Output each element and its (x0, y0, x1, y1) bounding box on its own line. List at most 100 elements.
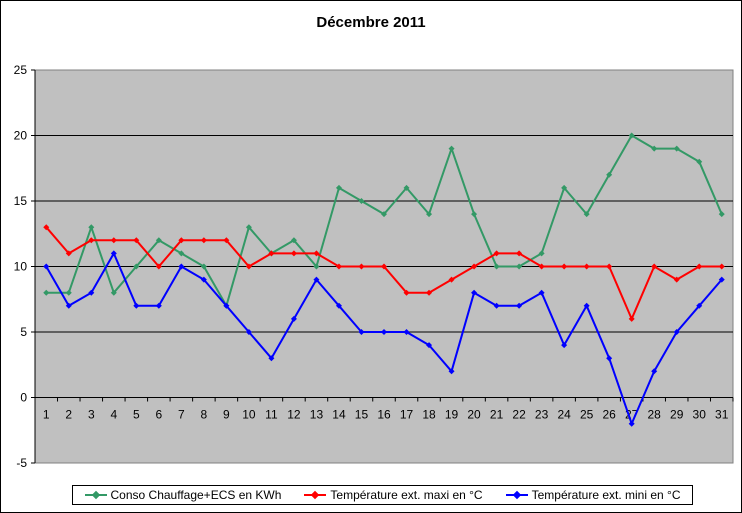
legend-label-temp-max: Température ext. maxi en °C (330, 488, 483, 502)
data-point-2 (245, 329, 252, 335)
data-point-1 (88, 237, 95, 244)
x-tick-label: 13 (310, 408, 324, 422)
legend-swatch-conso (84, 490, 107, 500)
x-tick-label: 15 (355, 408, 369, 422)
data-point-1 (538, 263, 545, 270)
legend: Conso Chauffage+ECS en KWh Température e… (72, 485, 693, 505)
data-point-0 (471, 211, 478, 218)
data-point-0 (358, 198, 365, 204)
x-tick-label: 10 (242, 408, 256, 422)
data-point-2 (43, 263, 50, 270)
data-point-1 (110, 237, 117, 244)
data-point-2 (268, 355, 275, 362)
data-point-0 (245, 224, 252, 231)
x-tick-label: 2 (65, 408, 72, 422)
data-point-0 (200, 263, 207, 270)
data-point-1 (403, 289, 410, 296)
data-point-2 (88, 289, 95, 296)
data-point-2 (155, 302, 162, 309)
data-point-1 (43, 224, 50, 231)
x-tick-label: 30 (693, 408, 707, 422)
data-point-0 (516, 263, 523, 270)
data-point-2 (628, 420, 635, 427)
data-point-2 (448, 368, 455, 375)
data-point-2 (516, 302, 523, 309)
data-point-1 (155, 263, 162, 270)
data-point-0 (628, 132, 635, 139)
x-tick-label: 17 (400, 408, 414, 422)
x-tick-label: 21 (490, 408, 504, 422)
data-point-0 (43, 289, 50, 296)
data-point-0 (65, 289, 72, 296)
data-point-0 (561, 184, 568, 191)
data-point-1 (381, 263, 387, 270)
data-point-2 (313, 276, 320, 283)
data-point-1 (268, 250, 275, 257)
data-point-1 (65, 250, 72, 257)
data-point-1 (200, 237, 207, 244)
data-point-2 (200, 276, 207, 283)
data-point-0 (718, 211, 725, 218)
legend-item-temp-min: Température ext. mini en °C (505, 488, 680, 502)
legend-item-temp-max: Température ext. maxi en °C (304, 488, 483, 502)
data-point-0 (606, 171, 613, 178)
x-tick-label: 12 (287, 408, 301, 422)
data-point-2 (538, 289, 545, 296)
data-point-1 (583, 263, 590, 270)
data-point-2 (561, 342, 568, 349)
x-tick-label: 6 (155, 408, 162, 422)
x-tick-label: 3 (88, 408, 95, 422)
x-tick-label: 31 (715, 408, 729, 422)
data-point-1 (561, 263, 568, 270)
x-tick-label: 7 (178, 408, 185, 422)
data-point-1 (133, 237, 140, 244)
data-point-2 (335, 302, 342, 309)
data-point-1 (471, 263, 478, 270)
y-tick-label: 20 (14, 129, 28, 143)
data-point-2 (718, 276, 725, 283)
legend-item-conso: Conso Chauffage+ECS en KWh (84, 488, 281, 502)
x-tick-label: 26 (602, 408, 616, 422)
data-point-2 (606, 355, 613, 362)
data-point-1 (290, 250, 297, 257)
y-tick-label: 0 (20, 391, 27, 405)
data-point-2 (290, 315, 297, 322)
data-point-0 (290, 237, 297, 244)
data-point-0 (583, 211, 590, 218)
y-tick-label: 25 (14, 63, 28, 77)
x-tick-label: 27 (625, 408, 639, 422)
data-point-1 (493, 250, 500, 257)
data-point-0 (403, 184, 410, 191)
data-point-1 (651, 263, 658, 270)
chart-title: Décembre 2011 (316, 14, 426, 31)
data-point-1 (358, 263, 365, 270)
y-tick-label: 5 (20, 325, 27, 339)
y-tick-label: 15 (14, 194, 28, 208)
data-point-2 (673, 329, 680, 335)
data-point-2 (381, 329, 387, 335)
y-tick-label: 10 (14, 260, 28, 274)
x-tick-label: 23 (535, 408, 549, 422)
data-point-1 (313, 250, 320, 257)
x-tick-label: 4 (110, 408, 117, 422)
x-tick-label: 1 (43, 408, 50, 422)
legend-swatch-temp-max (304, 490, 327, 500)
data-point-1 (448, 276, 455, 283)
data-point-0 (538, 250, 545, 257)
x-tick-label: 19 (445, 408, 459, 422)
data-point-2 (65, 302, 72, 309)
data-point-0 (696, 158, 703, 165)
data-point-1 (426, 289, 433, 296)
data-point-1 (606, 263, 613, 270)
data-point-2 (696, 302, 703, 309)
data-point-2 (583, 302, 590, 309)
x-tick-label: 20 (467, 408, 481, 422)
data-point-1 (245, 263, 252, 270)
data-point-2 (471, 289, 478, 296)
data-point-2 (133, 302, 140, 309)
x-tick-label: 25 (580, 408, 594, 422)
data-point-1 (223, 237, 230, 244)
data-point-1 (628, 315, 635, 322)
data-point-1 (516, 250, 523, 257)
